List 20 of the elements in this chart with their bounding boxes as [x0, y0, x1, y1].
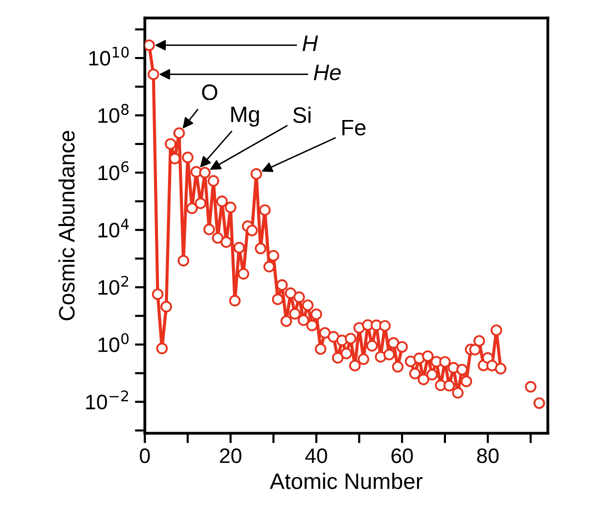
- x-tick-label: 0: [140, 448, 150, 464]
- x-tick-label: 20: [220, 448, 242, 464]
- annotation: Fe: [342, 120, 366, 136]
- x-tick-label: 40: [305, 448, 328, 464]
- y-tick-label: 10$^{−2}$: [86, 390, 128, 410]
- x-tick-label: 80: [477, 448, 499, 464]
- y-tick-label: 10$^{4}$: [98, 218, 129, 238]
- annotation: O: [202, 84, 218, 100]
- annotation: He: [314, 64, 341, 80]
- x-tick-label: 60: [392, 448, 413, 464]
- y-tick-label: 10$^{0}$: [98, 333, 129, 352]
- y-tick-label: 10$^{6}$: [98, 161, 129, 180]
- y-tick-label: 10$^{2}$: [98, 276, 128, 295]
- annotation: Si: [293, 106, 310, 124]
- annotation: Mg: [231, 106, 259, 127]
- annotation: H: [302, 36, 318, 51]
- y-tick-label: 10$^{8}$: [98, 104, 129, 123]
- y-tick-label: 10$^{10}$: [89, 46, 129, 66]
- x-axis-title: Atomic Number: [270, 472, 423, 490]
- y-axis-title: Cosmic Abundance: [58, 130, 75, 320]
